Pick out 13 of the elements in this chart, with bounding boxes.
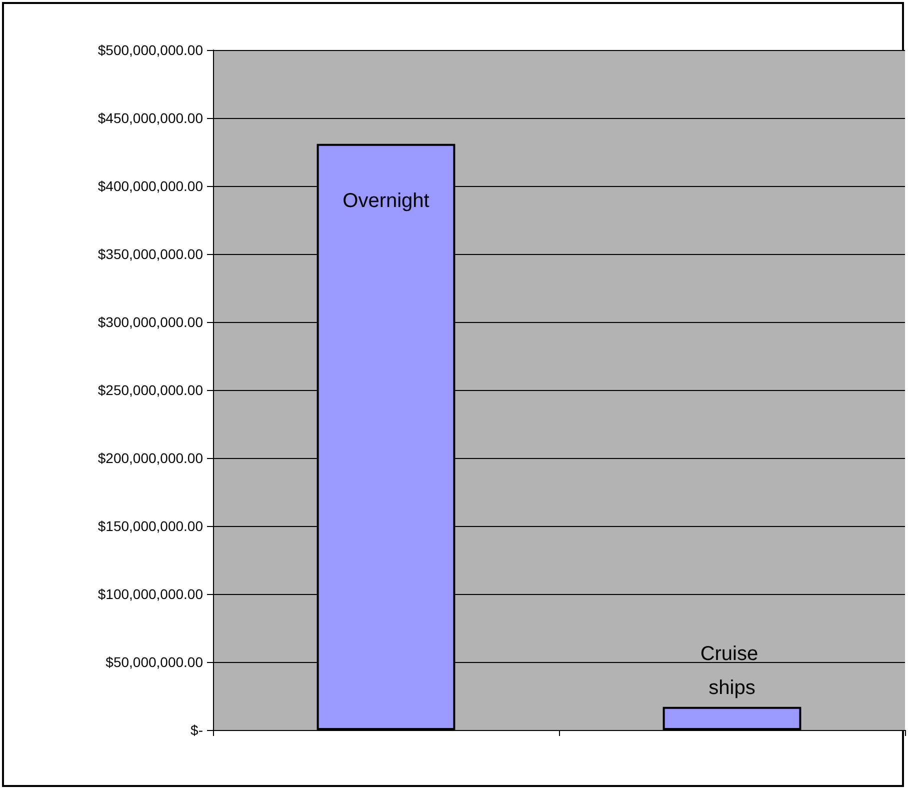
y-tick-label: $450,000,000.00 (98, 110, 204, 126)
y-tick-label: $500,000,000.00 (98, 42, 204, 58)
y-tick-label: $350,000,000.00 (98, 246, 204, 262)
x-tick-label: Cruise ships (700, 642, 764, 699)
y-tick-label: $200,000,000.00 (98, 450, 204, 466)
y-tick-label: $50,000,000.00 (106, 654, 204, 670)
y-tick-label: $- (190, 722, 204, 738)
y-tick-label: $250,000,000.00 (98, 382, 204, 398)
y-tick-label: $400,000,000.00 (98, 178, 204, 194)
x-tick-label: Overnight (342, 190, 430, 212)
y-tick-label: $150,000,000.00 (98, 518, 204, 534)
y-tick-label: $100,000,000.00 (98, 586, 204, 602)
y-tick-label: $300,000,000.00 (98, 314, 204, 330)
